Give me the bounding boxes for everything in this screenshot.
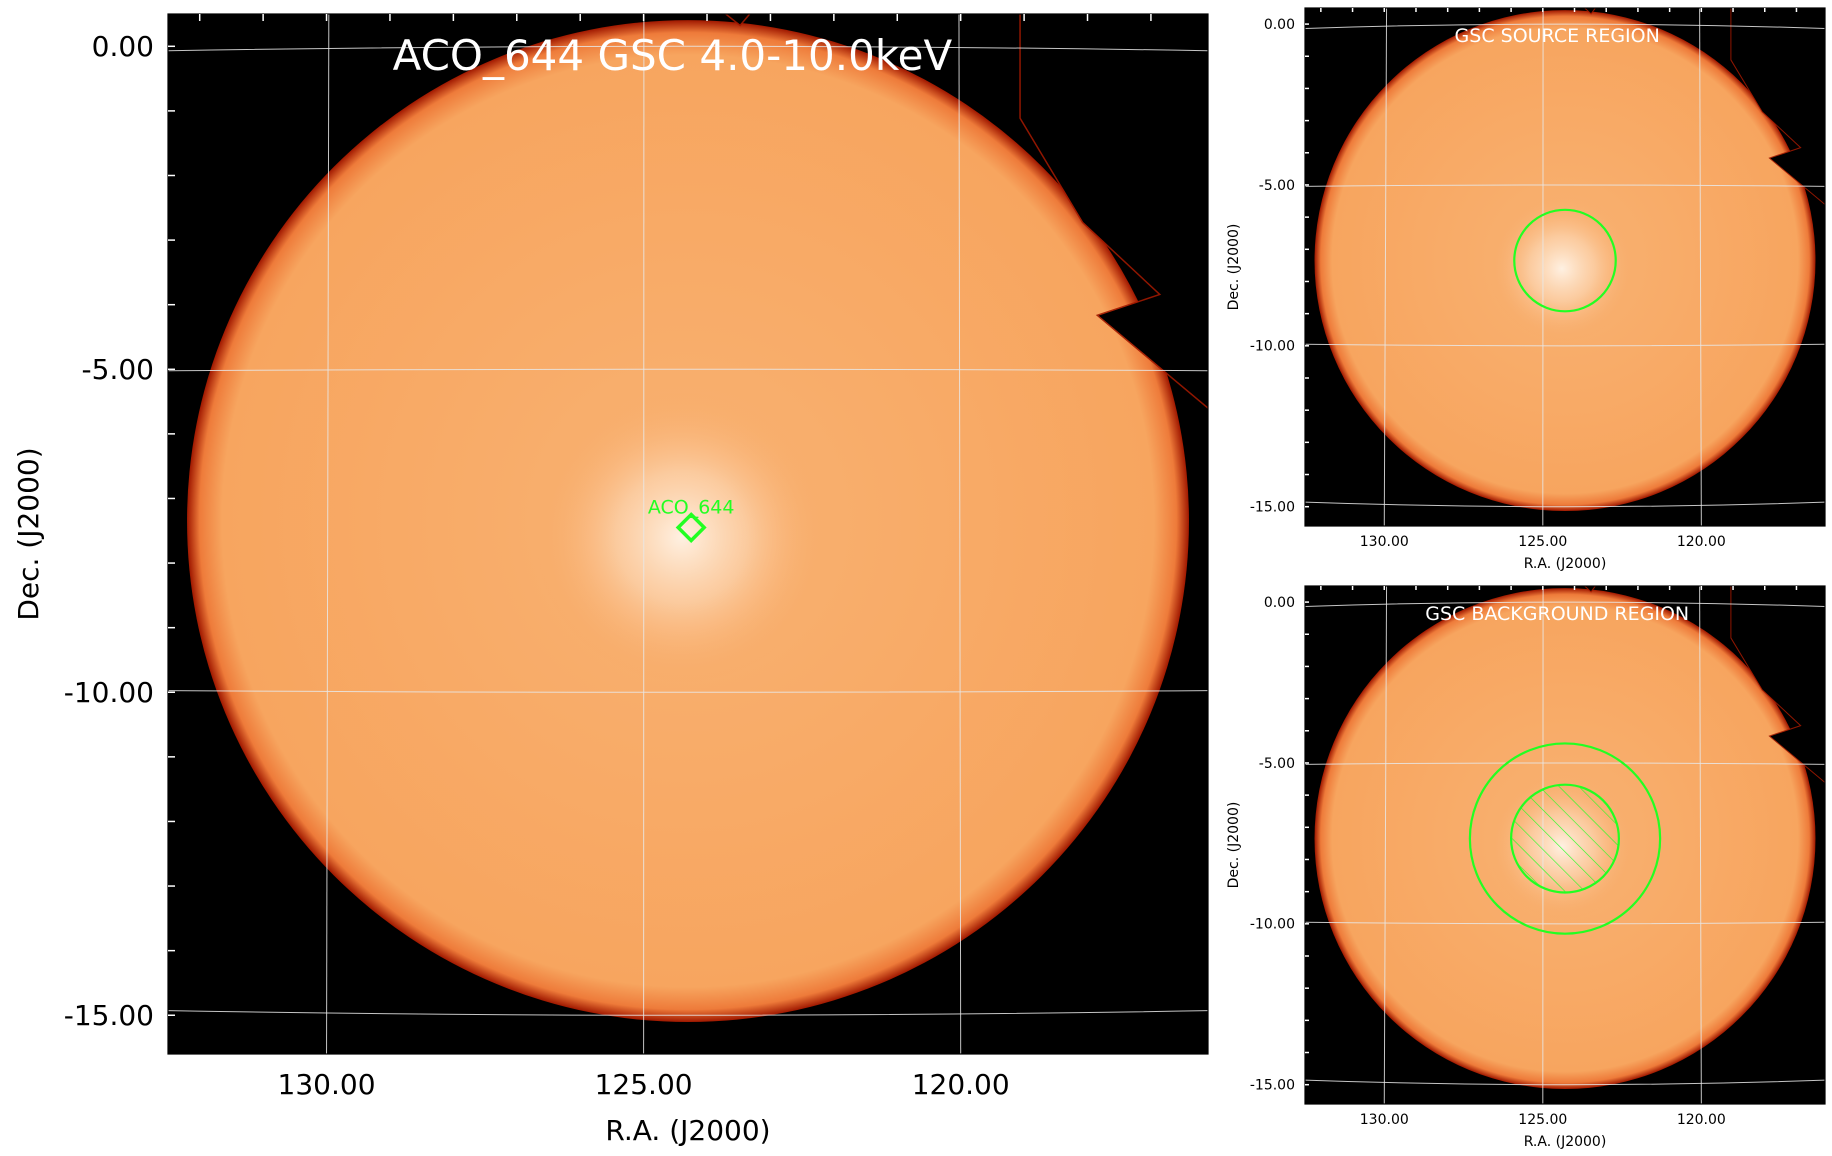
y-tick-label: -15.00 xyxy=(1250,500,1295,516)
y-tick-label: -15.00 xyxy=(1250,1078,1295,1094)
y-axis-label: Dec. (J2000) xyxy=(12,447,45,620)
dec-gridline xyxy=(1305,343,1825,347)
plot-area xyxy=(1305,586,1825,1104)
panel-background-region: GSC BACKGROUND REGION 0.00 -5.00 -10.00 -15.… xyxy=(1226,585,1826,1150)
x-tick-label: 125.00 xyxy=(1518,1112,1567,1128)
source-marker-label: ACO_644 xyxy=(648,497,735,519)
dec-gridline xyxy=(1305,601,1825,607)
notch-fill xyxy=(1585,586,1825,782)
excluded-hatch xyxy=(1511,784,1619,893)
dec-gridline xyxy=(168,690,1208,693)
x-tick-label: 120.00 xyxy=(1677,534,1726,550)
plot-area: ACO_644 xyxy=(168,14,1208,1054)
x-tick-label: 125.00 xyxy=(1518,534,1567,550)
dec-gridline xyxy=(168,368,1208,372)
notch-fill xyxy=(726,14,1208,408)
y-tick-label: -10.00 xyxy=(1250,917,1295,933)
y-tick-label: 0.00 xyxy=(1264,595,1295,611)
dec-gridline xyxy=(168,45,1208,52)
dec-gridline xyxy=(1305,23,1825,29)
x-tick-label: 125.00 xyxy=(595,1068,693,1101)
ra-gridline xyxy=(326,14,330,1054)
x-tick-label: 120.00 xyxy=(912,1068,1010,1101)
plot-frame xyxy=(167,13,1209,1055)
x-tick-label: 130.00 xyxy=(1360,534,1409,550)
ra-gridline xyxy=(1699,586,1702,1104)
excluded-source-circle xyxy=(1509,783,1621,894)
y-axis-label: Dec. (J2000) xyxy=(1226,802,1242,889)
y-tick-label: 0.00 xyxy=(1264,17,1295,33)
dec-gridline xyxy=(168,1010,1208,1016)
panel-source-region: GSC SOURCE REGION 0.00 -5.00 -10.00 -15.00 13… xyxy=(1226,7,1826,572)
source-glow xyxy=(1488,195,1635,342)
x-axis-label: R.A. (J2000) xyxy=(605,1114,770,1147)
panel-main: ACO_644 ACO_644 GSC 4.0-10.0keV 0.00 -5.00 -… xyxy=(12,13,1209,1147)
ra-gridline xyxy=(1383,8,1388,526)
source-glow xyxy=(535,391,828,684)
dec-gridline xyxy=(1305,762,1825,765)
ra-gridline xyxy=(1383,586,1388,1104)
chart-title: GSC SOURCE REGION xyxy=(1455,25,1660,47)
dec-gridline xyxy=(1305,1079,1825,1086)
ra-gridline xyxy=(1699,8,1702,526)
x-tick-label: 120.00 xyxy=(1677,1112,1726,1128)
y-tick-label: -5.00 xyxy=(1259,178,1295,194)
x-axis-label: R.A. (J2000) xyxy=(1524,1134,1607,1150)
y-tick-label: -15.00 xyxy=(64,999,154,1032)
ra-gridline xyxy=(958,14,962,1054)
source-marker-diamond xyxy=(675,512,707,544)
dec-gridline xyxy=(1305,501,1825,508)
dec-gridline xyxy=(1305,921,1825,925)
x-tick-label: 130.00 xyxy=(278,1068,376,1101)
y-tick-label: -10.00 xyxy=(1250,339,1295,355)
x-tick-label: 130.00 xyxy=(1360,1112,1409,1128)
region-circle xyxy=(1513,208,1617,313)
dec-gridline xyxy=(1305,184,1825,187)
notch-fill xyxy=(1585,8,1825,204)
y-tick-label: 0.00 xyxy=(92,30,154,63)
x-axis-label: R.A. (J2000) xyxy=(1524,556,1607,572)
chart-title: ACO_644 GSC 4.0-10.0keV xyxy=(393,31,953,80)
chart-title: GSC BACKGROUND REGION xyxy=(1425,603,1689,625)
region-circle xyxy=(1468,742,1662,935)
plot-area xyxy=(1305,8,1825,526)
y-tick-label: -10.00 xyxy=(64,676,154,709)
y-tick-label: -5.00 xyxy=(82,353,154,386)
y-axis-label: Dec. (J2000) xyxy=(1226,224,1242,311)
plot-frame xyxy=(1304,7,1826,527)
y-tick-label: -5.00 xyxy=(1259,756,1295,772)
plot-frame xyxy=(1304,585,1826,1105)
